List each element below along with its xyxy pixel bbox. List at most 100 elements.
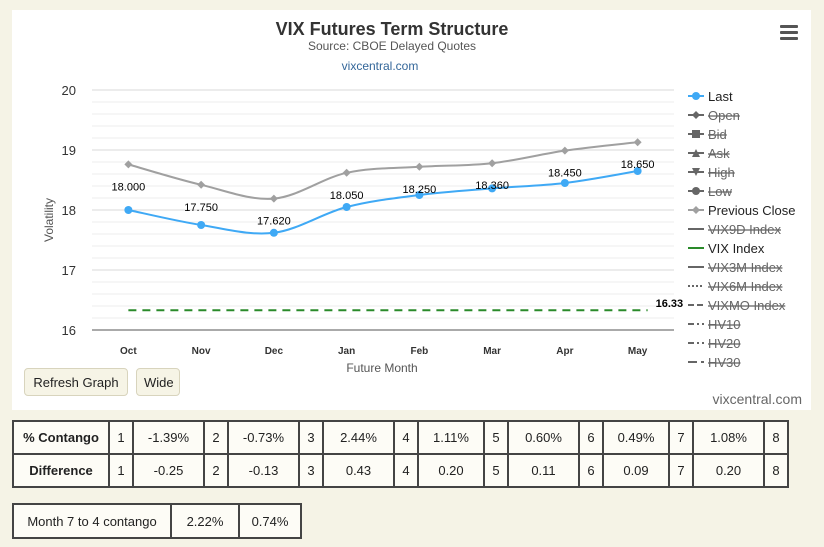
legend-item[interactable]: Low [688,184,732,199]
contango-value: 0.49% [602,420,670,455]
legend-label: VIX6M Index [708,279,783,294]
contango-value: 2.44% [322,420,395,455]
month-index: 7 [668,420,694,455]
legend-label: Bid [708,127,727,142]
x-tick-label: Mar [483,346,501,357]
legend-label: High [708,165,735,180]
wide-button[interactable]: Wide [136,368,180,396]
previous-close-point [342,168,351,177]
data-label: 18.050 [330,190,364,202]
x-tick-label: Feb [410,346,428,357]
month-index: 4 [393,420,419,455]
legend-item[interactable]: HV30 [688,355,741,370]
last-price-point [560,179,569,187]
legend-label: Previous Close [708,203,795,218]
last-price-point [415,191,424,199]
month-index: 5 [483,420,509,455]
previous-close-point [415,162,424,171]
previous-close-point [560,146,569,155]
legend-label: HV30 [708,355,741,370]
legend-item[interactable]: Open [688,108,740,123]
legend-item[interactable]: HV10 [688,317,741,332]
month-index: 5 [483,453,509,488]
month-index: 6 [578,420,604,455]
month-index: 8 [763,420,789,455]
y-axis-title: Volatility [42,198,56,242]
previous-close-line [128,141,638,200]
chart-panel: VIX Futures Term Structure Source: CBOE … [12,10,811,410]
month-index: 4 [393,453,419,488]
legend-item[interactable]: HV20 [688,336,741,351]
chart-subtitle: Source: CBOE Delayed Quotes [308,39,476,53]
legend-label: Open [708,108,740,123]
month-contango-label: Month 7 to 4 contango [12,503,172,539]
row-label: Difference [12,453,110,488]
previous-close-point [633,138,642,147]
legend-item[interactable]: Bid [688,127,727,142]
last-price-point [197,221,206,229]
legend-marker [692,149,700,157]
contango-value: 1.11% [417,420,485,455]
difference-value: 0.43 [322,453,395,488]
last-price-point [342,203,351,211]
previous-close-point [269,194,278,203]
month-index: 8 [763,453,789,488]
legend-item[interactable]: VIX3M Index [688,260,783,275]
previous-close-point [197,180,206,189]
hamburger-menu-icon[interactable] [780,25,798,41]
legend-marker [692,187,700,195]
term-structure-chart: VIX Futures Term Structure Source: CBOE … [42,19,795,375]
table-row: % Contango 1 -1.39% 2 -0.73% 3 2.44% 4 1… [12,420,789,455]
month-contango-average: 0.74% [238,503,302,539]
contango-value: 0.60% [507,420,580,455]
x-tick-label: May [628,346,648,357]
x-tick-label: Dec [265,346,284,357]
legend-item[interactable]: VIX6M Index [688,279,783,294]
vix-index-label: 16.33 [656,298,684,310]
month-index: 6 [578,453,604,488]
legend-marker [692,206,700,214]
data-label: 18.650 [621,159,655,171]
month-contango-value: 2.22% [170,503,240,539]
difference-value: 0.11 [507,453,580,488]
x-axis-title: Future Month [346,361,417,375]
month-index: 1 [108,420,134,455]
x-tick-label: Jan [338,346,355,357]
legend-item[interactable]: Ask [688,146,730,161]
legend-item[interactable]: High [688,165,735,180]
legend-label: VIX3M Index [708,260,783,275]
data-label: 17.620 [257,216,291,228]
difference-value: -0.13 [227,453,300,488]
month-index: 1 [108,453,134,488]
month-index: 2 [203,420,229,455]
x-tick-label: Oct [120,346,137,357]
difference-value: -0.25 [132,453,205,488]
legend-item[interactable]: Last [688,89,733,104]
y-tick-label: 16 [62,323,76,338]
table-row: Difference 1 -0.25 2 -0.13 3 0.43 4 0.20… [12,453,789,488]
previous-close-point [488,159,497,168]
last-price-point [269,228,278,237]
data-label: 18.000 [112,181,146,193]
legend-label: VIXMO Index [708,298,786,313]
legend-item[interactable]: VIX Index [688,241,765,256]
legend-item[interactable]: Previous Close [688,203,795,218]
legend-marker [692,168,700,176]
legend-label: Low [708,184,732,199]
legend-label: VIX Index [708,241,765,256]
legend-item[interactable]: VIXMO Index [688,298,786,313]
last-price-point [124,206,133,214]
source-link[interactable]: vixcentral.com [342,59,419,73]
legend-label: HV10 [708,317,741,332]
refresh-graph-button[interactable]: Refresh Graph [24,368,128,396]
y-tick-label: 18 [62,203,76,218]
month-contango-table: Month 7 to 4 contango 2.22% 0.74% [12,503,302,539]
last-price-point [633,167,642,175]
legend-label: VIX9D Index [708,222,781,237]
last-price-line [128,170,638,235]
data-label: 17.750 [184,202,218,214]
legend-marker [692,111,700,119]
legend-item[interactable]: VIX9D Index [688,222,781,237]
last-price-point [488,184,497,193]
table-row: Month 7 to 4 contango 2.22% 0.74% [12,503,302,539]
